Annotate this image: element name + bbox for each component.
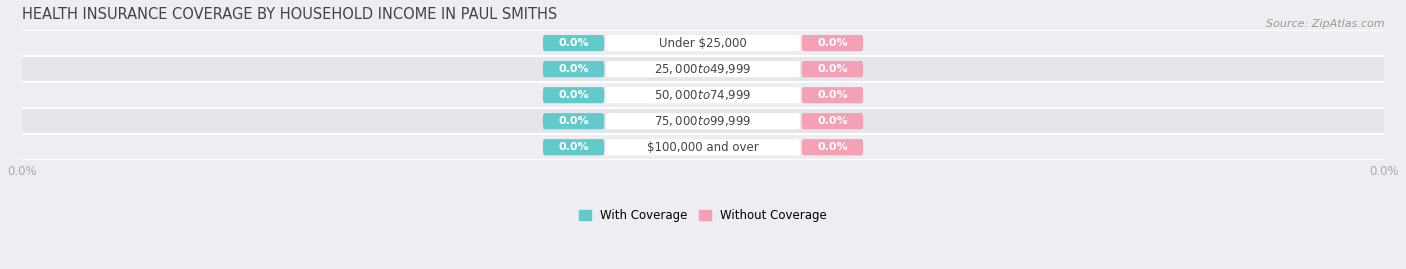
FancyBboxPatch shape — [543, 61, 605, 77]
Text: 0.0%: 0.0% — [558, 142, 589, 152]
Text: $100,000 and over: $100,000 and over — [647, 141, 759, 154]
Text: 0.0%: 0.0% — [817, 38, 848, 48]
FancyBboxPatch shape — [606, 87, 800, 103]
FancyBboxPatch shape — [543, 87, 605, 103]
FancyBboxPatch shape — [606, 61, 800, 77]
FancyBboxPatch shape — [801, 139, 863, 155]
Bar — [21, 30, 1385, 56]
Text: 0.0%: 0.0% — [558, 116, 589, 126]
FancyBboxPatch shape — [543, 139, 605, 155]
Text: $25,000 to $49,999: $25,000 to $49,999 — [654, 62, 752, 76]
FancyBboxPatch shape — [606, 35, 800, 51]
Text: 0.0%: 0.0% — [817, 142, 848, 152]
Text: $50,000 to $74,999: $50,000 to $74,999 — [654, 88, 752, 102]
Text: 0.0%: 0.0% — [817, 90, 848, 100]
FancyBboxPatch shape — [801, 61, 863, 77]
Bar — [21, 134, 1385, 160]
FancyBboxPatch shape — [606, 113, 800, 129]
Text: 0.0%: 0.0% — [558, 90, 589, 100]
Text: $75,000 to $99,999: $75,000 to $99,999 — [654, 114, 752, 128]
Bar — [21, 56, 1385, 82]
Text: HEALTH INSURANCE COVERAGE BY HOUSEHOLD INCOME IN PAUL SMITHS: HEALTH INSURANCE COVERAGE BY HOUSEHOLD I… — [21, 7, 557, 22]
Bar — [21, 108, 1385, 134]
Text: 0.0%: 0.0% — [558, 64, 589, 74]
FancyBboxPatch shape — [543, 113, 605, 129]
FancyBboxPatch shape — [543, 35, 605, 51]
FancyBboxPatch shape — [801, 35, 863, 51]
Text: 0.0%: 0.0% — [558, 38, 589, 48]
FancyBboxPatch shape — [606, 139, 800, 155]
Text: Source: ZipAtlas.com: Source: ZipAtlas.com — [1267, 19, 1385, 29]
FancyBboxPatch shape — [801, 87, 863, 103]
Bar — [21, 82, 1385, 108]
FancyBboxPatch shape — [801, 113, 863, 129]
Text: 0.0%: 0.0% — [817, 64, 848, 74]
Text: Under $25,000: Under $25,000 — [659, 37, 747, 49]
Text: 0.0%: 0.0% — [817, 116, 848, 126]
Legend: With Coverage, Without Coverage: With Coverage, Without Coverage — [579, 209, 827, 222]
